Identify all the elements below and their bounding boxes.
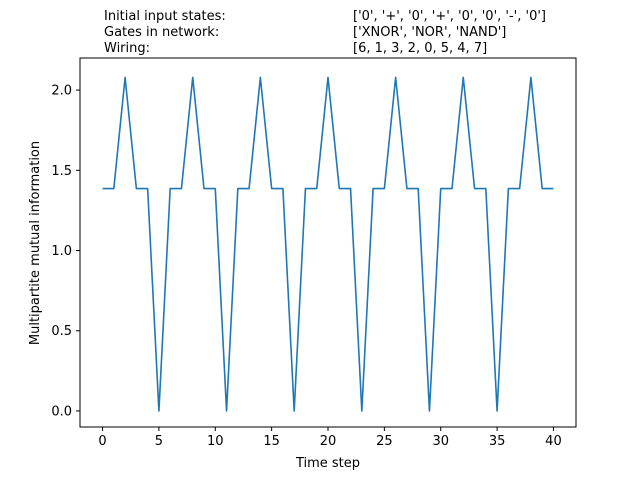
x-tick-label: 40 (545, 434, 562, 449)
info-value-gates: ['XNOR', 'NOR', 'NAND'] (353, 25, 506, 40)
x-tick-label: 25 (376, 434, 393, 449)
y-axis-label: Multipartite mutual information (28, 141, 43, 345)
y-tick-label: 0.5 (51, 324, 72, 339)
info-label-initial-states: Initial input states: (104, 9, 226, 24)
info-label-gates: Gates in network: (104, 25, 219, 40)
x-axis-label: Time step (295, 456, 360, 471)
plot-area (79, 57, 577, 428)
x-axis: 0 5 10 15 20 25 30 35 40 (98, 427, 562, 449)
x-tick-label: 35 (489, 434, 506, 449)
info-label-wiring: Wiring: (104, 41, 150, 56)
y-tick-label: 1.5 (51, 164, 72, 179)
x-tick-label: 20 (320, 434, 337, 449)
info-value-wiring: [6, 1, 3, 2, 0, 5, 4, 7] (353, 41, 487, 56)
y-tick-label: 1.0 (51, 244, 72, 259)
x-tick-label: 10 (207, 434, 224, 449)
x-tick-label: 15 (263, 434, 280, 449)
y-axis: 0.0 0.5 1.0 1.5 2.0 (51, 84, 80, 419)
info-value-initial-states: ['0', '+', '0', '+', '0', '0', '-', '0'] (353, 9, 546, 24)
x-tick-label: 5 (155, 434, 163, 449)
y-tick-label: 2.0 (51, 84, 72, 99)
x-tick-label: 30 (432, 434, 449, 449)
y-tick-label: 0.0 (51, 404, 72, 419)
series-line (102, 76, 554, 412)
info-header: Initial input states: ['0', '+', '0', '+… (104, 9, 546, 56)
x-tick-label: 0 (98, 434, 106, 449)
